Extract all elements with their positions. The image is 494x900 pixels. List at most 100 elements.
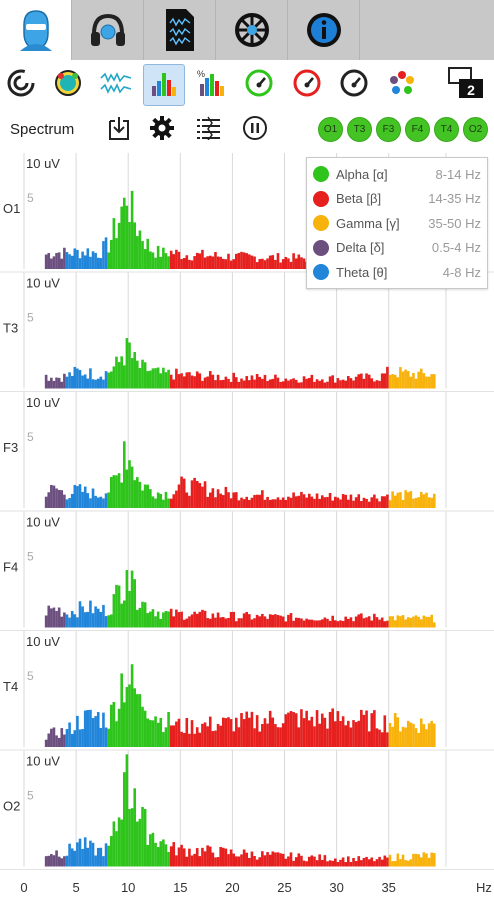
spectrum-bar	[365, 710, 368, 747]
spectrum-bar	[156, 492, 160, 508]
spectrum-bar	[156, 722, 160, 747]
spectrum-bar	[235, 492, 238, 508]
spectrum-bar	[203, 257, 207, 269]
spectrum-bar	[99, 258, 103, 269]
two-screens-button[interactable]: 2	[445, 64, 487, 106]
spectrum-bar	[414, 497, 418, 508]
channel-toggle-o2[interactable]: O2	[463, 117, 488, 142]
spectrum-bar	[399, 859, 402, 867]
color-dots-button[interactable]	[381, 64, 423, 106]
spectrum-bar	[227, 378, 230, 389]
spectrum-button[interactable]	[143, 64, 185, 106]
spectrum-bar	[149, 720, 152, 747]
spectrum-bar	[242, 380, 246, 389]
svg-text:%: %	[197, 69, 205, 79]
spectrum-bar	[55, 253, 58, 269]
channel-label: O2	[3, 799, 20, 814]
channel-toggle-f4[interactable]: F4	[405, 117, 430, 142]
spectrum-bar	[357, 614, 361, 628]
spectrum-bar	[162, 839, 165, 867]
spectrum-bar	[287, 614, 290, 628]
channel-toggle-o1[interactable]: O1	[318, 117, 343, 142]
channel-label: F4	[3, 560, 18, 575]
spectrum-bar	[240, 378, 243, 389]
spectrum-bar	[425, 616, 428, 628]
spectrum-bar	[401, 854, 405, 867]
spectrum-bar	[284, 499, 288, 508]
spectrum-bar	[195, 848, 199, 867]
signal-quality-button[interactable]	[0, 64, 42, 106]
spectrum-bar	[50, 258, 53, 269]
spectrum-bar	[89, 256, 92, 269]
spectrum-bar	[96, 497, 100, 508]
spectrum-bar	[154, 716, 157, 747]
spectrum-bar	[328, 860, 332, 867]
pause-button[interactable]	[240, 115, 270, 145]
head-map-button[interactable]	[47, 64, 89, 106]
spectrum-bar	[146, 844, 150, 867]
spectrum-bar	[248, 614, 251, 628]
spectrum-bar	[81, 375, 84, 389]
spectrum-bar	[292, 253, 295, 269]
spectrum-bar	[112, 821, 116, 867]
spectrum-bar	[138, 694, 142, 747]
band-power-button[interactable]: %	[190, 64, 232, 106]
tab-info[interactable]	[288, 0, 360, 60]
spectrum-bar	[271, 378, 275, 389]
spectrum-bar	[261, 613, 264, 628]
spectrum-bar	[182, 619, 186, 628]
spectrum-bar	[255, 715, 259, 747]
raw-eeg-button[interactable]	[95, 64, 137, 106]
settings-button[interactable]	[147, 115, 177, 145]
spectrum-bar	[214, 857, 217, 867]
spectrum-bar	[347, 720, 350, 747]
spectrum-bar	[201, 486, 204, 508]
red-gauge-button[interactable]	[286, 64, 328, 106]
tab-head-avatar[interactable]	[0, 0, 72, 60]
green-gauge-button[interactable]	[238, 64, 280, 106]
spectrum-bar	[383, 373, 387, 389]
tab-recording-file[interactable]	[144, 0, 216, 60]
spectrum-bar	[193, 733, 196, 747]
spectrum-bar	[339, 859, 342, 867]
channel-toggle-f3[interactable]: F3	[376, 117, 401, 142]
tab-settings-wheel[interactable]	[216, 0, 288, 60]
spectrum-bar	[367, 501, 371, 508]
spectrum-bar	[83, 612, 87, 628]
spectrum-bar	[65, 252, 69, 269]
filter-button[interactable]	[194, 115, 224, 145]
spectrum-bar	[380, 859, 384, 867]
spectrum-bar	[393, 861, 397, 867]
spectrum-bar	[315, 493, 319, 508]
spectrum-bar	[120, 603, 123, 628]
spectrum-bar	[190, 720, 194, 747]
spectrum-bar	[393, 713, 397, 747]
channel-toggle-t4[interactable]: T4	[434, 117, 459, 142]
spectrum-bar	[190, 480, 194, 508]
export-button[interactable]	[104, 115, 134, 145]
spectrum-bar	[94, 495, 97, 508]
tab-headphones[interactable]	[72, 0, 144, 60]
spectrum-bar	[167, 369, 170, 389]
band-legend: Alpha [α] 8-14 Hz Beta [β] 14-35 Hz Gamm…	[306, 157, 488, 289]
spectrum-bar	[128, 342, 131, 389]
spectrum-bar	[232, 372, 236, 389]
spectrum-bar	[302, 376, 306, 389]
spectrum-bar	[237, 618, 241, 628]
spectrum-bar	[258, 494, 262, 508]
spectrum-bar	[125, 754, 129, 867]
spectrum-bar	[149, 251, 152, 269]
spectrum-bar	[76, 368, 79, 389]
channel-toggle-t3[interactable]: T3	[347, 117, 372, 142]
spectrum-bar	[115, 584, 118, 628]
spectrum-bar	[430, 720, 433, 747]
spectrum-bar	[339, 380, 342, 389]
spectrum-bar	[219, 380, 222, 389]
spectrum-bar	[235, 377, 238, 389]
spectrum-bar	[130, 664, 134, 747]
spectrum-bar	[297, 727, 301, 747]
spectrum-bar	[341, 857, 345, 867]
spectrum-bar	[55, 611, 58, 628]
dark-gauge-button[interactable]	[333, 64, 375, 106]
screen-count-badge: 2	[467, 82, 475, 98]
